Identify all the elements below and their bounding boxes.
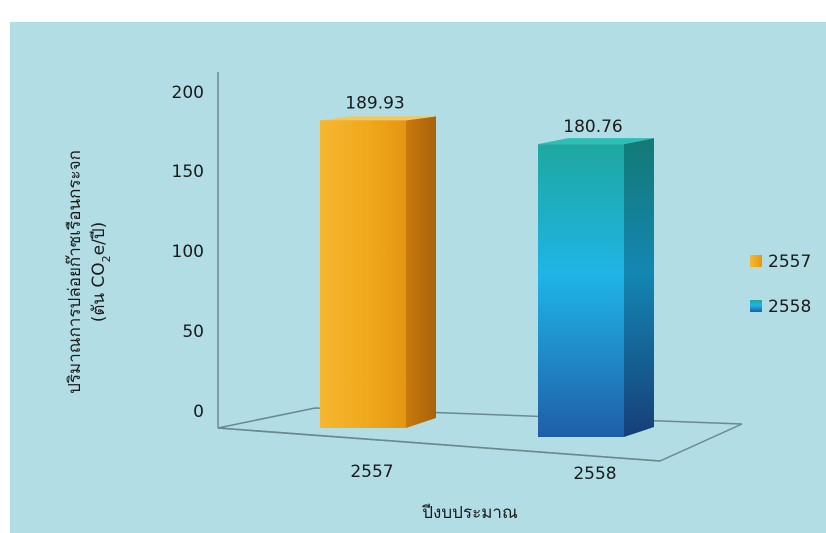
bar-side-2557 [406,116,436,428]
bar-top-2558 [538,138,654,145]
x-axis-line [217,427,661,462]
bars [320,116,654,437]
y-tick-label: 200 [172,83,204,103]
legend: 2557 2558 [750,252,811,317]
y-axis-title-line2-subscript: 2 [100,255,113,262]
y-axis-title-line2: (ตัน CO2e/ปี) [89,222,113,323]
legend-item-2558: 2558 [750,297,811,317]
bar-2558 [538,144,624,437]
legend-swatch-orange [750,255,762,267]
bar-top-2557 [320,116,436,121]
value-label-2557: 189.93 [345,93,404,113]
x-tick-labels: 2557 2558 [350,462,616,484]
legend-label-2557: 2557 [768,252,811,272]
y-tick-label: 0 [193,402,204,422]
y-tick-label: 100 [172,242,204,262]
x-tick-label-2558: 2558 [573,464,616,484]
legend-item-2557: 2557 [750,252,811,272]
legend-swatch-blue [750,300,762,312]
y-tick-label: 150 [172,162,204,182]
bar-side-2558 [624,138,654,437]
axes [217,72,743,462]
legend-label-2558: 2558 [768,297,811,317]
y-tick-labels: 200 150 100 50 0 [172,83,204,422]
value-labels: 189.93 180.76 [345,93,622,137]
y-axis-title-line2-prefix: (ตัน CO [89,262,109,322]
x-tick-label-2557: 2557 [350,462,393,482]
value-label-2558: 180.76 [563,117,622,137]
y-tick-label: 50 [182,322,204,342]
y-axis-title-line2-suffix: e/ปี) [89,222,109,256]
y-axis-title: ปริมาณการปล่อยก๊าซเรือนกระจก (ตัน CO2e/ป… [65,150,113,394]
bar-2557 [320,120,406,428]
y-axis-title-line1: ปริมาณการปล่อยก๊าซเรือนกระจก [65,150,85,394]
x-axis-title: ปีงบประมาณ [421,503,518,523]
